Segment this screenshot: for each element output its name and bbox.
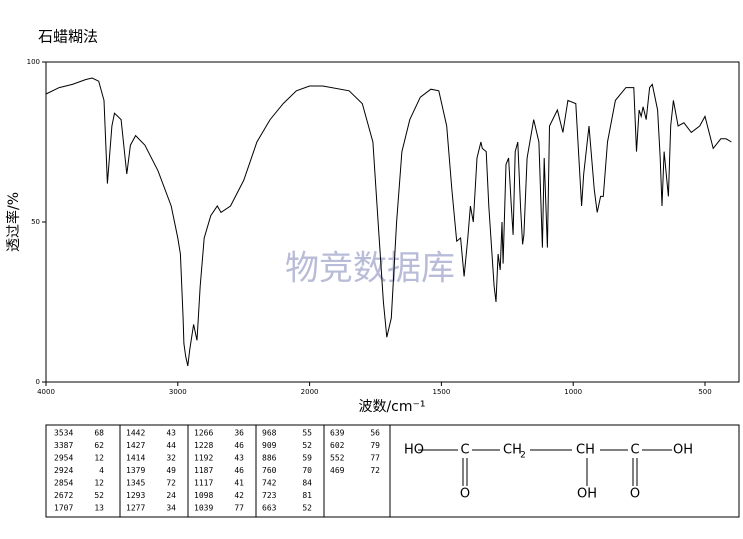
y-axis-label: 透过率/%	[5, 192, 22, 252]
peak-transmittance: 46	[234, 441, 244, 450]
x-axis-label: 波数/cm⁻¹	[358, 399, 425, 415]
peak-wavenumber: 1707	[54, 504, 73, 513]
y-tick-label: 100	[27, 58, 40, 66]
structure-label: CH	[503, 443, 522, 458]
peak-transmittance: 12	[94, 479, 104, 488]
peak-wavenumber: 2672	[54, 491, 73, 500]
peak-transmittance: 41	[234, 479, 244, 488]
peak-wavenumber: 1039	[194, 504, 213, 513]
peak-wavenumber: 742	[262, 479, 277, 488]
peak-transmittance: 52	[94, 491, 104, 500]
peak-wavenumber: 2924	[54, 466, 73, 475]
peak-wavenumber: 1293	[126, 491, 145, 500]
peak-transmittance: 42	[234, 491, 244, 500]
peak-wavenumber: 639	[330, 429, 345, 438]
peak-transmittance: 49	[166, 466, 176, 475]
peak-transmittance: 77	[234, 504, 244, 513]
x-tick-label: 1500	[432, 388, 450, 396]
peak-transmittance: 84	[302, 479, 312, 488]
peak-transmittance: 12	[94, 454, 104, 463]
structure-label: OH	[577, 487, 597, 502]
structure-label: HO	[404, 443, 424, 458]
peak-wavenumber: 1345	[126, 479, 145, 488]
peak-transmittance: 62	[94, 441, 104, 450]
structure-label: C	[460, 443, 469, 458]
structure-label: OH	[673, 443, 693, 458]
x-tick-label: 2000	[301, 388, 319, 396]
peak-transmittance: 70	[302, 466, 312, 475]
peak-wavenumber: 469	[330, 466, 345, 475]
peak-transmittance: 36	[234, 429, 244, 438]
table-dividers	[119, 425, 391, 517]
peak-wavenumber: 1442	[126, 429, 145, 438]
peak-transmittance: 24	[166, 491, 176, 500]
x-tick-label: 500	[698, 388, 711, 396]
peak-transmittance: 52	[302, 504, 312, 513]
peak-wavenumber: 1427	[126, 441, 145, 450]
peak-transmittance: 13	[94, 504, 104, 513]
structure-label: O	[630, 487, 640, 502]
peak-transmittance: 79	[370, 441, 380, 450]
peak-wavenumber: 1187	[194, 466, 213, 475]
peak-transmittance: 4	[99, 466, 104, 475]
peak-transmittance: 55	[302, 429, 312, 438]
peak-wavenumber: 1192	[194, 454, 213, 463]
x-tick-label: 3000	[169, 388, 187, 396]
peak-transmittance: 72	[166, 479, 176, 488]
peak-transmittance: 72	[370, 466, 380, 475]
peak-transmittance: 56	[370, 429, 380, 438]
peak-transmittance: 43	[166, 429, 176, 438]
peak-wavenumber: 3387	[54, 441, 73, 450]
watermark: 物竞数据库	[285, 249, 455, 289]
peak-transmittance: 46	[234, 466, 244, 475]
structure-label: 2	[520, 451, 526, 461]
peak-wavenumber: 2854	[54, 479, 73, 488]
table-frame	[45, 424, 740, 518]
peak-transmittance: 68	[94, 429, 104, 438]
peak-wavenumber: 3534	[54, 429, 73, 438]
structure-bonds	[418, 449, 672, 486]
y-tick-label: 0	[36, 378, 40, 386]
peak-wavenumber: 1414	[126, 454, 145, 463]
spectrum-line	[45, 77, 732, 367]
peak-transmittance: 32	[166, 454, 176, 463]
chart-title: 石蜡糊法	[38, 28, 98, 46]
peak-wavenumber: 663	[262, 504, 277, 513]
peak-transmittance: 77	[370, 454, 380, 463]
peak-wavenumber: 886	[262, 454, 277, 463]
peak-wavenumber: 1117	[194, 479, 213, 488]
peak-wavenumber: 723	[262, 491, 277, 500]
peak-wavenumber: 760	[262, 466, 277, 475]
peak-transmittance: 81	[302, 491, 312, 500]
structure-label: C	[630, 443, 639, 458]
peak-transmittance: 43	[234, 454, 244, 463]
peak-wavenumber: 2954	[54, 454, 73, 463]
peak-wavenumber: 909	[262, 441, 277, 450]
peak-wavenumber: 968	[262, 429, 277, 438]
peak-wavenumber: 552	[330, 454, 345, 463]
y-tick-label: 50	[31, 218, 40, 226]
peak-transmittance: 52	[302, 441, 312, 450]
peak-wavenumber: 1277	[126, 504, 145, 513]
peak-wavenumber: 1228	[194, 441, 213, 450]
x-tick-label: 1000	[564, 388, 582, 396]
structure-label: O	[460, 487, 470, 502]
peak-transmittance: 34	[166, 504, 176, 513]
peak-transmittance: 44	[166, 441, 176, 450]
structure-label: CH	[576, 443, 595, 458]
peak-wavenumber: 1379	[126, 466, 145, 475]
peak-wavenumber: 1098	[194, 491, 213, 500]
peak-transmittance: 59	[302, 454, 312, 463]
peak-wavenumber: 602	[330, 441, 345, 450]
peak-wavenumber: 1266	[194, 429, 213, 438]
x-tick-label: 4000	[37, 388, 55, 396]
